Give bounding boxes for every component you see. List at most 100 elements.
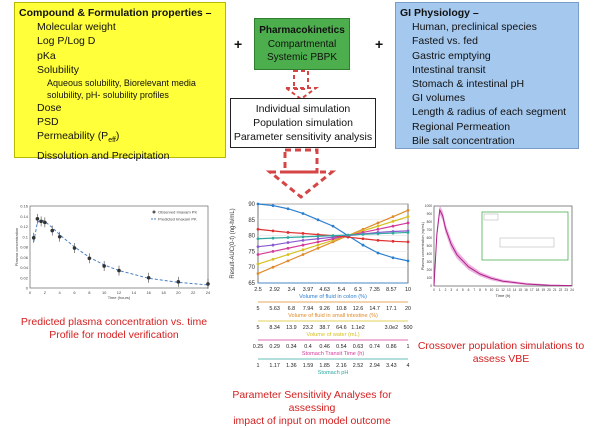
gi-item: Gastric emptying [412, 49, 491, 62]
caption-line: Parameter Sensitivity Analyses for asses… [232, 389, 392, 414]
caption-line: impact of input on model outcome [233, 415, 391, 427]
x-tick-label: 0 [433, 288, 435, 292]
x-tick-label: 1.1e2 [351, 325, 365, 331]
sensitivity-point [271, 257, 275, 261]
gi-title: GI Physiology – [400, 7, 479, 19]
mid-chart-axes: 65 70 75 80 85 90 Result-AUC(0-t) (ng-h/mL) 2.5… [230, 202, 413, 376]
pk-line: Systemic PBPK [266, 52, 338, 63]
sensitivity-point [376, 238, 380, 242]
sensitivity-point [301, 235, 305, 239]
x-axis-label: Volume of fluid in colon (%) [299, 294, 367, 300]
sensitivity-point [316, 234, 320, 238]
x-tick-label: 9.26 [319, 306, 330, 312]
x-tick-label: 0.86 [386, 344, 397, 350]
x-tick-label: 23 [564, 288, 568, 292]
x-tick-label: 6.3 [354, 287, 362, 293]
x-tick-label: 0.63 [353, 344, 364, 350]
x-tick-label: 0.34 [286, 344, 297, 350]
y-tick-label: 900 [427, 212, 433, 216]
x-tick-label: 1.36 [286, 363, 297, 369]
gi-item: Intestinal transit [412, 63, 486, 76]
sensitivity-point [256, 202, 260, 206]
observed-point [39, 219, 43, 224]
sensitivity-point [316, 240, 320, 244]
sensitivity-point [406, 240, 410, 244]
compound-item: Solubility [37, 63, 80, 76]
sensitivity-point [331, 234, 335, 237]
gi-physiology-box: GI Physiology – Human, preclinical speci… [395, 2, 579, 149]
y-tick-label: 500 [427, 244, 433, 248]
y-tick-label: 75 [248, 249, 255, 255]
observed-point [206, 282, 210, 286]
sensitivity-point [406, 208, 410, 212]
sensitivity-point [391, 224, 395, 228]
compound-item: PSD [37, 116, 59, 129]
x-axis-label: Time (h) [496, 293, 511, 298]
caption-line: Crossover population simulations to [417, 340, 585, 352]
compound-title: Compound & Formulation properties – [19, 7, 212, 19]
y-tick-label: 0.04 [20, 265, 29, 270]
sensitivity-point [391, 239, 395, 243]
legend-observed-marker [152, 210, 156, 214]
legend-observed: Observed Imaxam PK [158, 210, 197, 215]
sensitivity-point [406, 259, 410, 263]
y-tick-label: 0.1 [22, 234, 28, 239]
x-tick-label: 5 [257, 306, 260, 312]
x-tick-label: 6.8 [288, 306, 296, 312]
population-simulation-chart: 0 1 2 3 4 5 6 7 8 9 10 11 12 13 14 15 16 17 18 19 20 21 22 23 24… [421, 204, 574, 298]
x-tick-label: 4 [59, 290, 62, 295]
simulation-line: Individual simulation [255, 103, 351, 115]
x-tick-label: 20 [176, 290, 181, 295]
x-tick-label: 22 [191, 290, 196, 295]
observed-point [72, 246, 77, 250]
x-tick-label: 14 [513, 288, 517, 292]
y-tick-label: 0.02 [20, 275, 29, 280]
x-tick-label: 19 [541, 288, 545, 292]
y-tick-label: 70 [248, 265, 255, 271]
x-tick-label: 16 [524, 288, 528, 292]
predicted-series-line [33, 219, 209, 286]
x-tick-label: 1 [439, 288, 441, 292]
y-tick-label: 0.14 [20, 214, 29, 219]
x-tick-label: 38.7 [319, 325, 330, 331]
x-tick-label: 18 [161, 290, 166, 295]
plus-sign-left: + [234, 36, 243, 52]
compound-item: pKa [37, 49, 56, 62]
x-tick-label: 24 [570, 288, 574, 292]
x-tick-label: 5.63 [269, 306, 280, 312]
y-tick-label: 700 [427, 228, 433, 232]
x-tick-label: 12 [117, 290, 122, 295]
x-tick-label: 6 [73, 290, 76, 295]
sensitivity-point [271, 265, 275, 269]
sensitivity-point [286, 231, 290, 234]
gi-item: Stomach & intestinal pH [412, 78, 525, 91]
x-axis-label: Stomach Transit Time (h) [302, 351, 365, 357]
x-tick-label: 13 [507, 288, 511, 292]
gi-item: Bile salt concentration [412, 134, 515, 147]
x-tick-label: 22 [559, 288, 563, 292]
y-axis-label: Plasma concentration (ng/mL) [421, 222, 425, 270]
sensitivity-point [406, 221, 410, 225]
sensitivity-point [301, 212, 305, 215]
x-tick-label: 5.4 [338, 287, 346, 293]
x-tick-label: 14.7 [369, 306, 380, 312]
mid-chart-marks [256, 202, 410, 275]
x-tick-label: 20 [547, 288, 551, 292]
sensitivity-point [376, 221, 380, 225]
x-tick-label: 18 [536, 288, 540, 292]
sensitivity-point [301, 243, 305, 247]
compound-sub-item: Aqueous solubility, Biorelevant media [47, 78, 196, 89]
right-chart-marks [433, 205, 573, 287]
x-tick-label: 500 [404, 325, 413, 331]
middle-caption: Parameter Sensitivity Analyses for asses… [216, 389, 408, 428]
x-tick-label: 0.46 [319, 344, 330, 350]
observed-point [102, 264, 106, 268]
observed-point [57, 234, 62, 239]
right-caption: Crossover population simulations to asse… [416, 340, 586, 366]
permeability-subscript: eff [108, 137, 116, 145]
compound-sub-item: solubility, pH- solubility profiles [47, 90, 169, 101]
inset-frame [481, 211, 569, 261]
x-tick-label: 13.9 [286, 325, 297, 331]
y-axis-label: Plasma concentration [14, 228, 19, 266]
x-tick-label: 1 [407, 344, 410, 350]
